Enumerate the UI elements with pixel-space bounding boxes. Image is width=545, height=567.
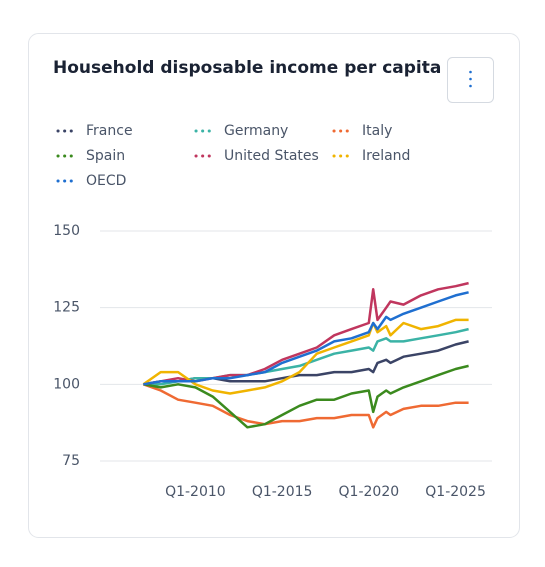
series-line bbox=[143, 364, 469, 429]
menu-dot bbox=[469, 70, 472, 74]
series-line bbox=[143, 291, 469, 386]
legend-label[interactable]: France bbox=[86, 123, 133, 139]
menu-dot bbox=[469, 77, 472, 81]
y-tick-label: 150 bbox=[53, 223, 80, 239]
y-tick-label: 75 bbox=[62, 453, 80, 469]
x-tick-label: Q1-2015 bbox=[252, 484, 313, 500]
menu-dot bbox=[469, 84, 472, 88]
legend-label[interactable]: United States bbox=[224, 148, 319, 164]
legend-label[interactable]: Ireland bbox=[362, 148, 410, 164]
menu-button[interactable] bbox=[447, 57, 494, 103]
y-tick-label: 100 bbox=[53, 376, 80, 392]
legend-label[interactable]: Germany bbox=[224, 123, 288, 139]
legend-label[interactable]: OECD bbox=[86, 173, 126, 189]
series-line bbox=[142, 318, 469, 395]
legend-label[interactable]: Italy bbox=[362, 123, 392, 139]
x-tick-label: Q1-2025 bbox=[425, 484, 486, 500]
series-line bbox=[142, 383, 469, 429]
x-tick-label: Q1-2010 bbox=[165, 484, 226, 500]
y-tick-label: 125 bbox=[53, 300, 80, 316]
chart-title: Household disposable income per capita bbox=[53, 58, 441, 78]
x-tick-label: Q1-2020 bbox=[339, 484, 400, 500]
card bbox=[28, 33, 520, 538]
legend-label[interactable]: Spain bbox=[86, 148, 125, 164]
